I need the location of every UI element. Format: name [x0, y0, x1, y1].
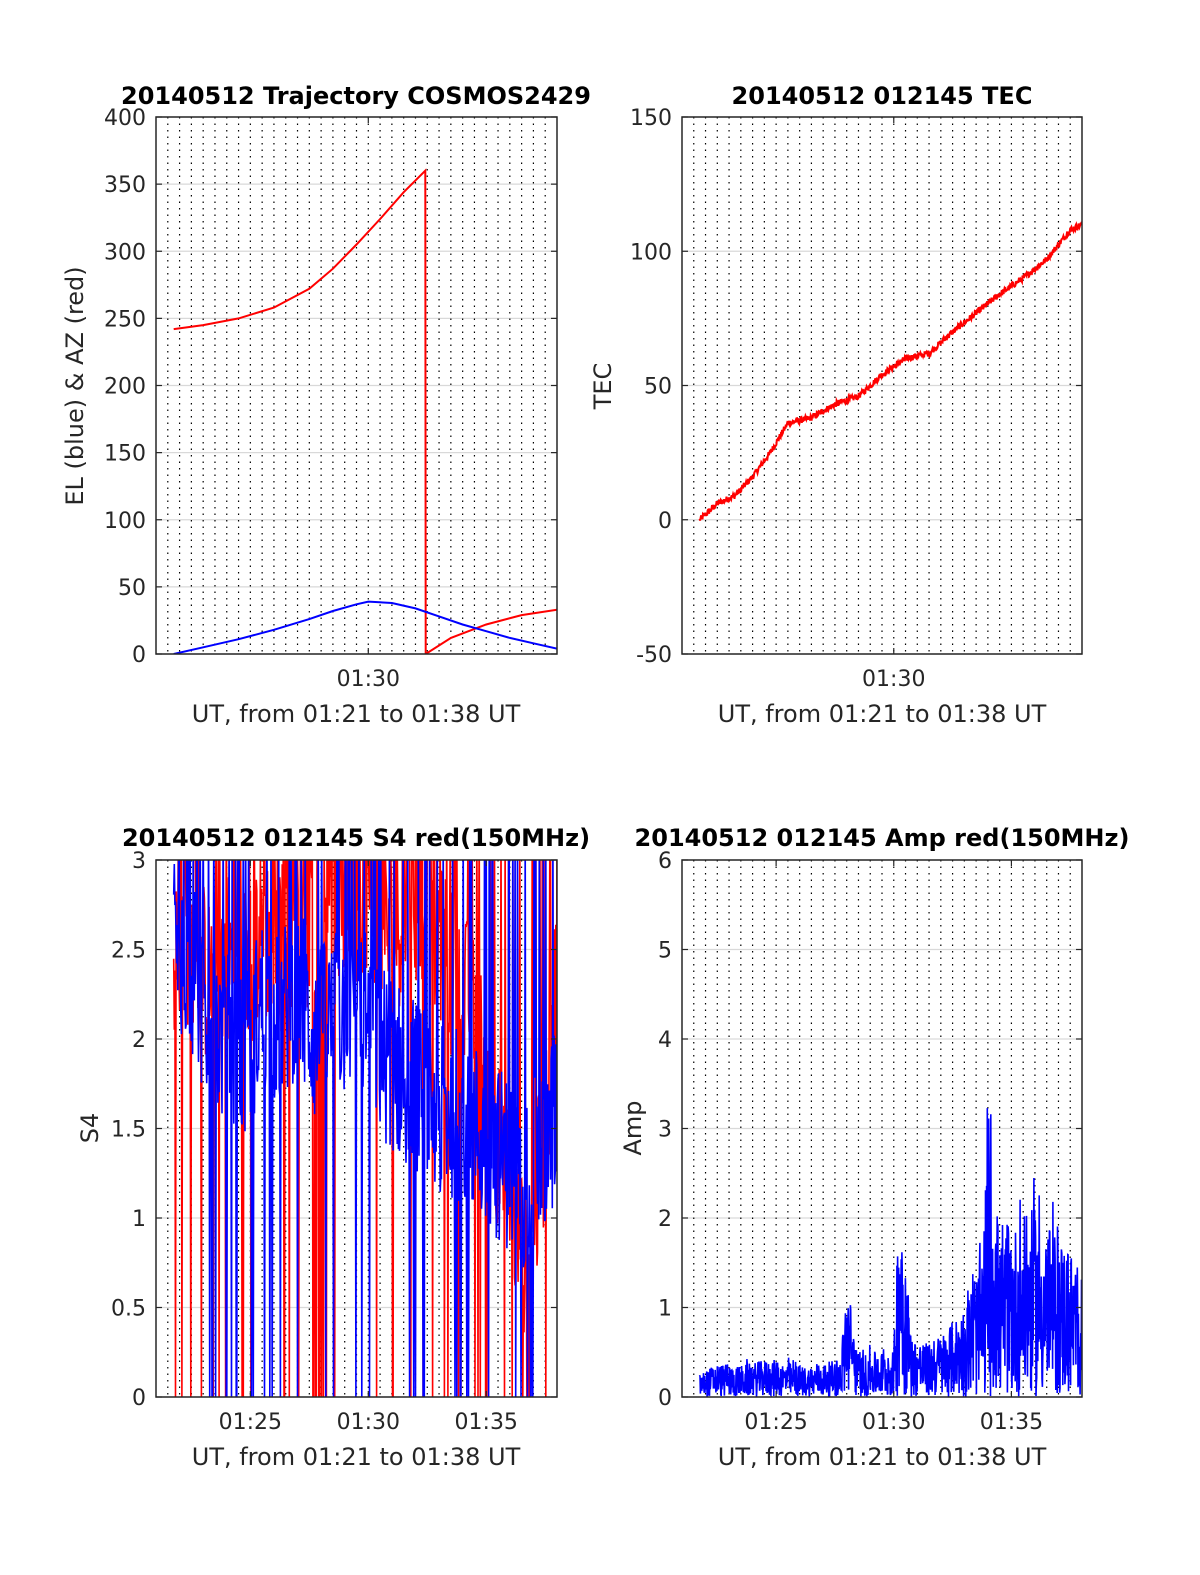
x-tick-label: 01:30: [337, 1410, 400, 1435]
y-tick-label: 5: [658, 939, 672, 964]
y-tick-label: 0: [658, 509, 672, 534]
y-axis-label: Amp: [619, 1100, 647, 1155]
y-tick-label: 1.5: [111, 1118, 146, 1143]
y-tick-label: 2: [658, 1207, 672, 1232]
y-tick-label: 0: [658, 1386, 672, 1411]
y-tick-label: 2: [132, 1028, 146, 1053]
y-tick-label: 200: [104, 375, 146, 400]
y-tick-label: -50: [636, 643, 672, 668]
y-axis-label: TEC: [589, 363, 617, 411]
y-tick-label: 3: [658, 1118, 672, 1143]
chart-title: 20140512 Trajectory COSMOS2429: [121, 82, 591, 110]
y-tick-label: 150: [630, 106, 672, 131]
x-axis-label: UT, from 01:21 to 01:38 UT: [192, 700, 521, 728]
x-tick-label: 01:30: [862, 667, 925, 692]
x-tick-label: 01:35: [455, 1410, 518, 1435]
y-tick-label: 100: [104, 509, 146, 534]
y-tick-label: 4: [658, 1028, 672, 1053]
y-tick-label: 0: [132, 643, 146, 668]
chart-title: 20140512 012145 S4 red(150MHz): [122, 824, 590, 852]
x-axis-label: UT, from 01:21 to 01:38 UT: [718, 1443, 1047, 1471]
y-tick-label: 350: [104, 173, 146, 198]
x-tick-label: 01:30: [337, 667, 400, 692]
x-tick-label: 01:35: [980, 1410, 1043, 1435]
y-tick-label: 1: [132, 1207, 146, 1232]
y-tick-label: 250: [104, 307, 146, 332]
x-axis-label: UT, from 01:21 to 01:38 UT: [718, 700, 1047, 728]
series-line-blue: [172, 860, 557, 1397]
y-tick-label: 150: [104, 442, 146, 467]
panel-trajectory: 20140512 Trajectory COSMOS2429 UT, from …: [61, 82, 591, 728]
y-tick-label: 0.5: [111, 1297, 146, 1322]
y-tick-label: 3: [132, 849, 146, 874]
y-tick-label: 400: [104, 106, 146, 131]
y-tick-label: 50: [118, 576, 146, 601]
y-tick-label: 2.5: [111, 939, 146, 964]
series-line-blue: [698, 1108, 1082, 1397]
panel-tec: 20140512 012145 TEC UT, from 01:21 to 01…: [589, 82, 1083, 728]
panel-amp: 20140512 012145 Amp red(150MHz) UT, from…: [619, 824, 1129, 1471]
y-tick-label: 6: [658, 849, 672, 874]
series-line-blue: [173, 600, 557, 654]
panel-s4: 20140512 012145 S4 red(150MHz) UT, from …: [76, 824, 590, 1471]
x-tick-label: 01:25: [744, 1410, 807, 1435]
y-tick-label: 300: [104, 240, 146, 265]
x-tick-label: 01:30: [862, 1410, 925, 1435]
y-tick-label: 50: [644, 375, 672, 400]
chart-title: 20140512 012145 Amp red(150MHz): [635, 824, 1130, 852]
x-tick-label: 01:25: [219, 1410, 282, 1435]
chart-title: 20140512 012145 TEC: [732, 82, 1033, 110]
y-axis-label: EL (blue) & AZ (red): [61, 266, 89, 505]
x-axis-label: UT, from 01:21 to 01:38 UT: [192, 1443, 521, 1471]
series-line-red: [698, 221, 1082, 521]
y-tick-label: 0: [132, 1386, 146, 1411]
y-tick-label: 1: [658, 1297, 672, 1322]
series-line-red: [173, 168, 557, 654]
y-tick-label: 100: [630, 240, 672, 265]
y-axis-label: S4: [76, 1113, 104, 1144]
